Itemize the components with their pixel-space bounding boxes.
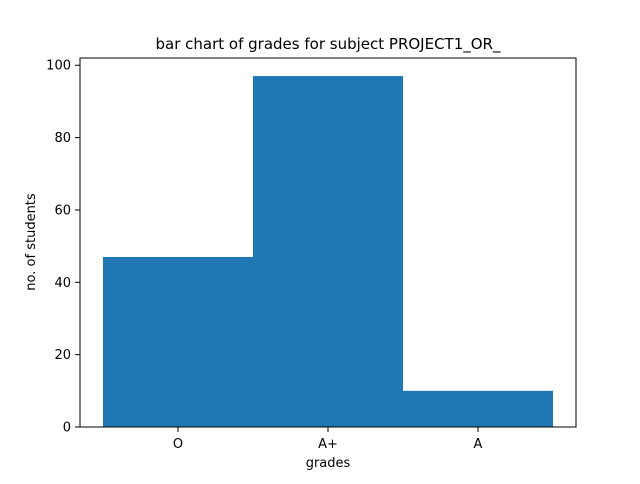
x-tick-label: A	[474, 437, 483, 452]
x-tick-label: O	[173, 437, 183, 452]
y-axis-label: no. of students	[24, 193, 39, 291]
y-axis-ticks: 0 20 40 60 80 100	[46, 59, 80, 436]
y-tick-label: 40	[54, 276, 71, 291]
chart-title: bar chart of grades for subject PROJECT1…	[156, 35, 501, 54]
y-tick-label: 100	[46, 59, 71, 74]
y-tick-label: 60	[54, 203, 71, 218]
x-tick-label: A+	[318, 437, 338, 452]
bar-a-plus	[253, 76, 403, 428]
y-tick-label: 20	[54, 348, 71, 363]
x-axis-ticks: O A+ A	[173, 427, 483, 452]
bars-group	[103, 76, 553, 428]
y-tick-label: 80	[54, 131, 71, 146]
bar-o	[103, 256, 253, 427]
x-axis-label: grades	[306, 456, 351, 471]
plot-frame	[79, 57, 577, 428]
y-tick-label: 0	[63, 421, 71, 436]
bar-a	[403, 390, 553, 427]
